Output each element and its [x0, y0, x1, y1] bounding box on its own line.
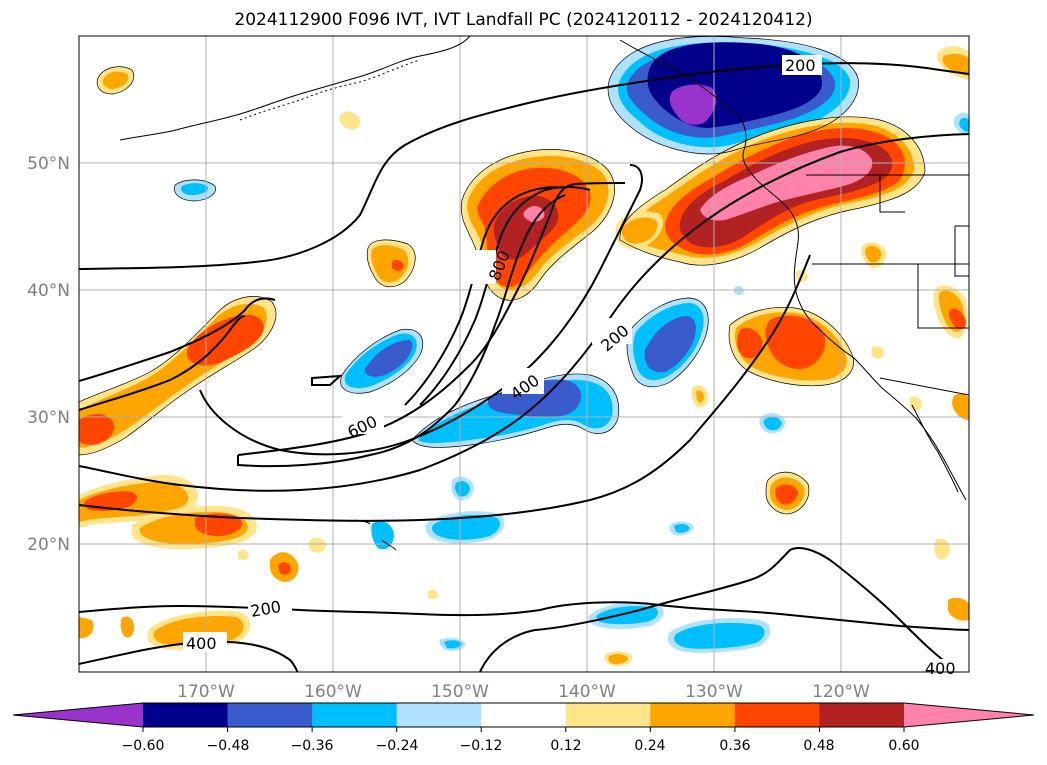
map-frame: [78, 35, 970, 673]
state-border-nv: [917, 264, 969, 329]
positive-anomaly-small-blobs: [97, 46, 969, 666]
colorbar-segment: [734, 703, 820, 727]
contour-label-200-north: 200: [785, 56, 816, 75]
colorbar-segment: [819, 703, 905, 727]
contour-200-west-a: [79, 297, 276, 382]
colorbar-tick-label: 0.12: [550, 738, 581, 754]
alaska-coastline: [119, 36, 471, 141]
colorbar-segment: [396, 703, 482, 727]
map-gridlines: [79, 36, 969, 672]
contour-600-inner: [237, 194, 566, 468]
state-border-ut: [954, 225, 969, 277]
contour-label-400-southeast: 400: [925, 659, 956, 678]
colorbar-tick-label: 0.48: [803, 738, 834, 754]
negative-anomaly-small-blobs: [174, 112, 969, 653]
colorbar-tick-label: −0.12: [460, 738, 503, 754]
colorbar-tick-label: −0.24: [376, 738, 419, 754]
latitude-labels: 50°N 40°N 30°N 20°N: [27, 154, 70, 555]
us-mexico-border: [879, 377, 969, 396]
colorbar-segment: [565, 703, 651, 727]
contour-200-south: [79, 254, 811, 522]
lat-label-50n: 50°N: [27, 154, 70, 174]
lat-label-30n: 30°N: [27, 408, 70, 428]
contour-400-west-loop: [79, 315, 246, 411]
lon-label-150w: 150°W: [431, 682, 489, 702]
contour-200-main: [79, 133, 969, 492]
state-border-id: [879, 176, 905, 213]
contour-400-southwest: [79, 640, 299, 672]
contour-400-southeast: [479, 547, 961, 672]
coastlines-and-borders: [119, 36, 969, 551]
lat-label-20n: 20°N: [27, 535, 70, 555]
colorbar-tick-label: −0.60: [122, 738, 165, 754]
colorbar-tick-label: 0.24: [634, 738, 665, 754]
colorbar-extend-min: [13, 703, 143, 727]
lat-label-40n: 40°N: [27, 281, 70, 301]
colorbar-tick-label: −0.48: [207, 738, 250, 754]
colorbar-tick-label: 0.60: [888, 738, 919, 754]
colorbar-tick-label: 0.36: [719, 738, 750, 754]
colorbar-segment: [143, 703, 229, 727]
contour-small-loop: [311, 374, 343, 386]
contour-800-inner: [404, 186, 566, 406]
colorbar-tick-label: −0.36: [291, 738, 334, 754]
colorbar: −0.60 −0.48 −0.36 −0.24 −0.12 0.12 0.24 …: [12, 702, 1035, 754]
lon-label-140w: 140°W: [558, 682, 616, 702]
contour-200-far-south: [79, 601, 969, 631]
contour-label-400-southwest: 400: [186, 634, 217, 653]
lon-label-170w: 170°W: [177, 682, 235, 702]
aleutian-islands: [239, 59, 421, 121]
map-title: 2024112900 F096 IVT, IVT Landfall PC (20…: [234, 10, 813, 30]
colorbar-segment: [481, 703, 567, 727]
colorbar-segment: [312, 703, 398, 727]
colorbar-segment: [650, 703, 736, 727]
colorbar-segment: [227, 703, 313, 727]
longitude-labels: 170°W 160°W 150°W 140°W 130°W 120°W: [177, 682, 870, 702]
lon-label-130w: 130°W: [685, 682, 743, 702]
colorbar-extend-max: [904, 703, 1034, 727]
positive-anomaly-southwest: [79, 474, 438, 650]
lon-label-120w: 120°W: [812, 682, 870, 702]
baja-california-coast: [911, 404, 959, 493]
north-america-coastline: [619, 39, 967, 501]
lon-label-160w: 160°W: [304, 682, 362, 702]
contour-600: [237, 182, 626, 456]
